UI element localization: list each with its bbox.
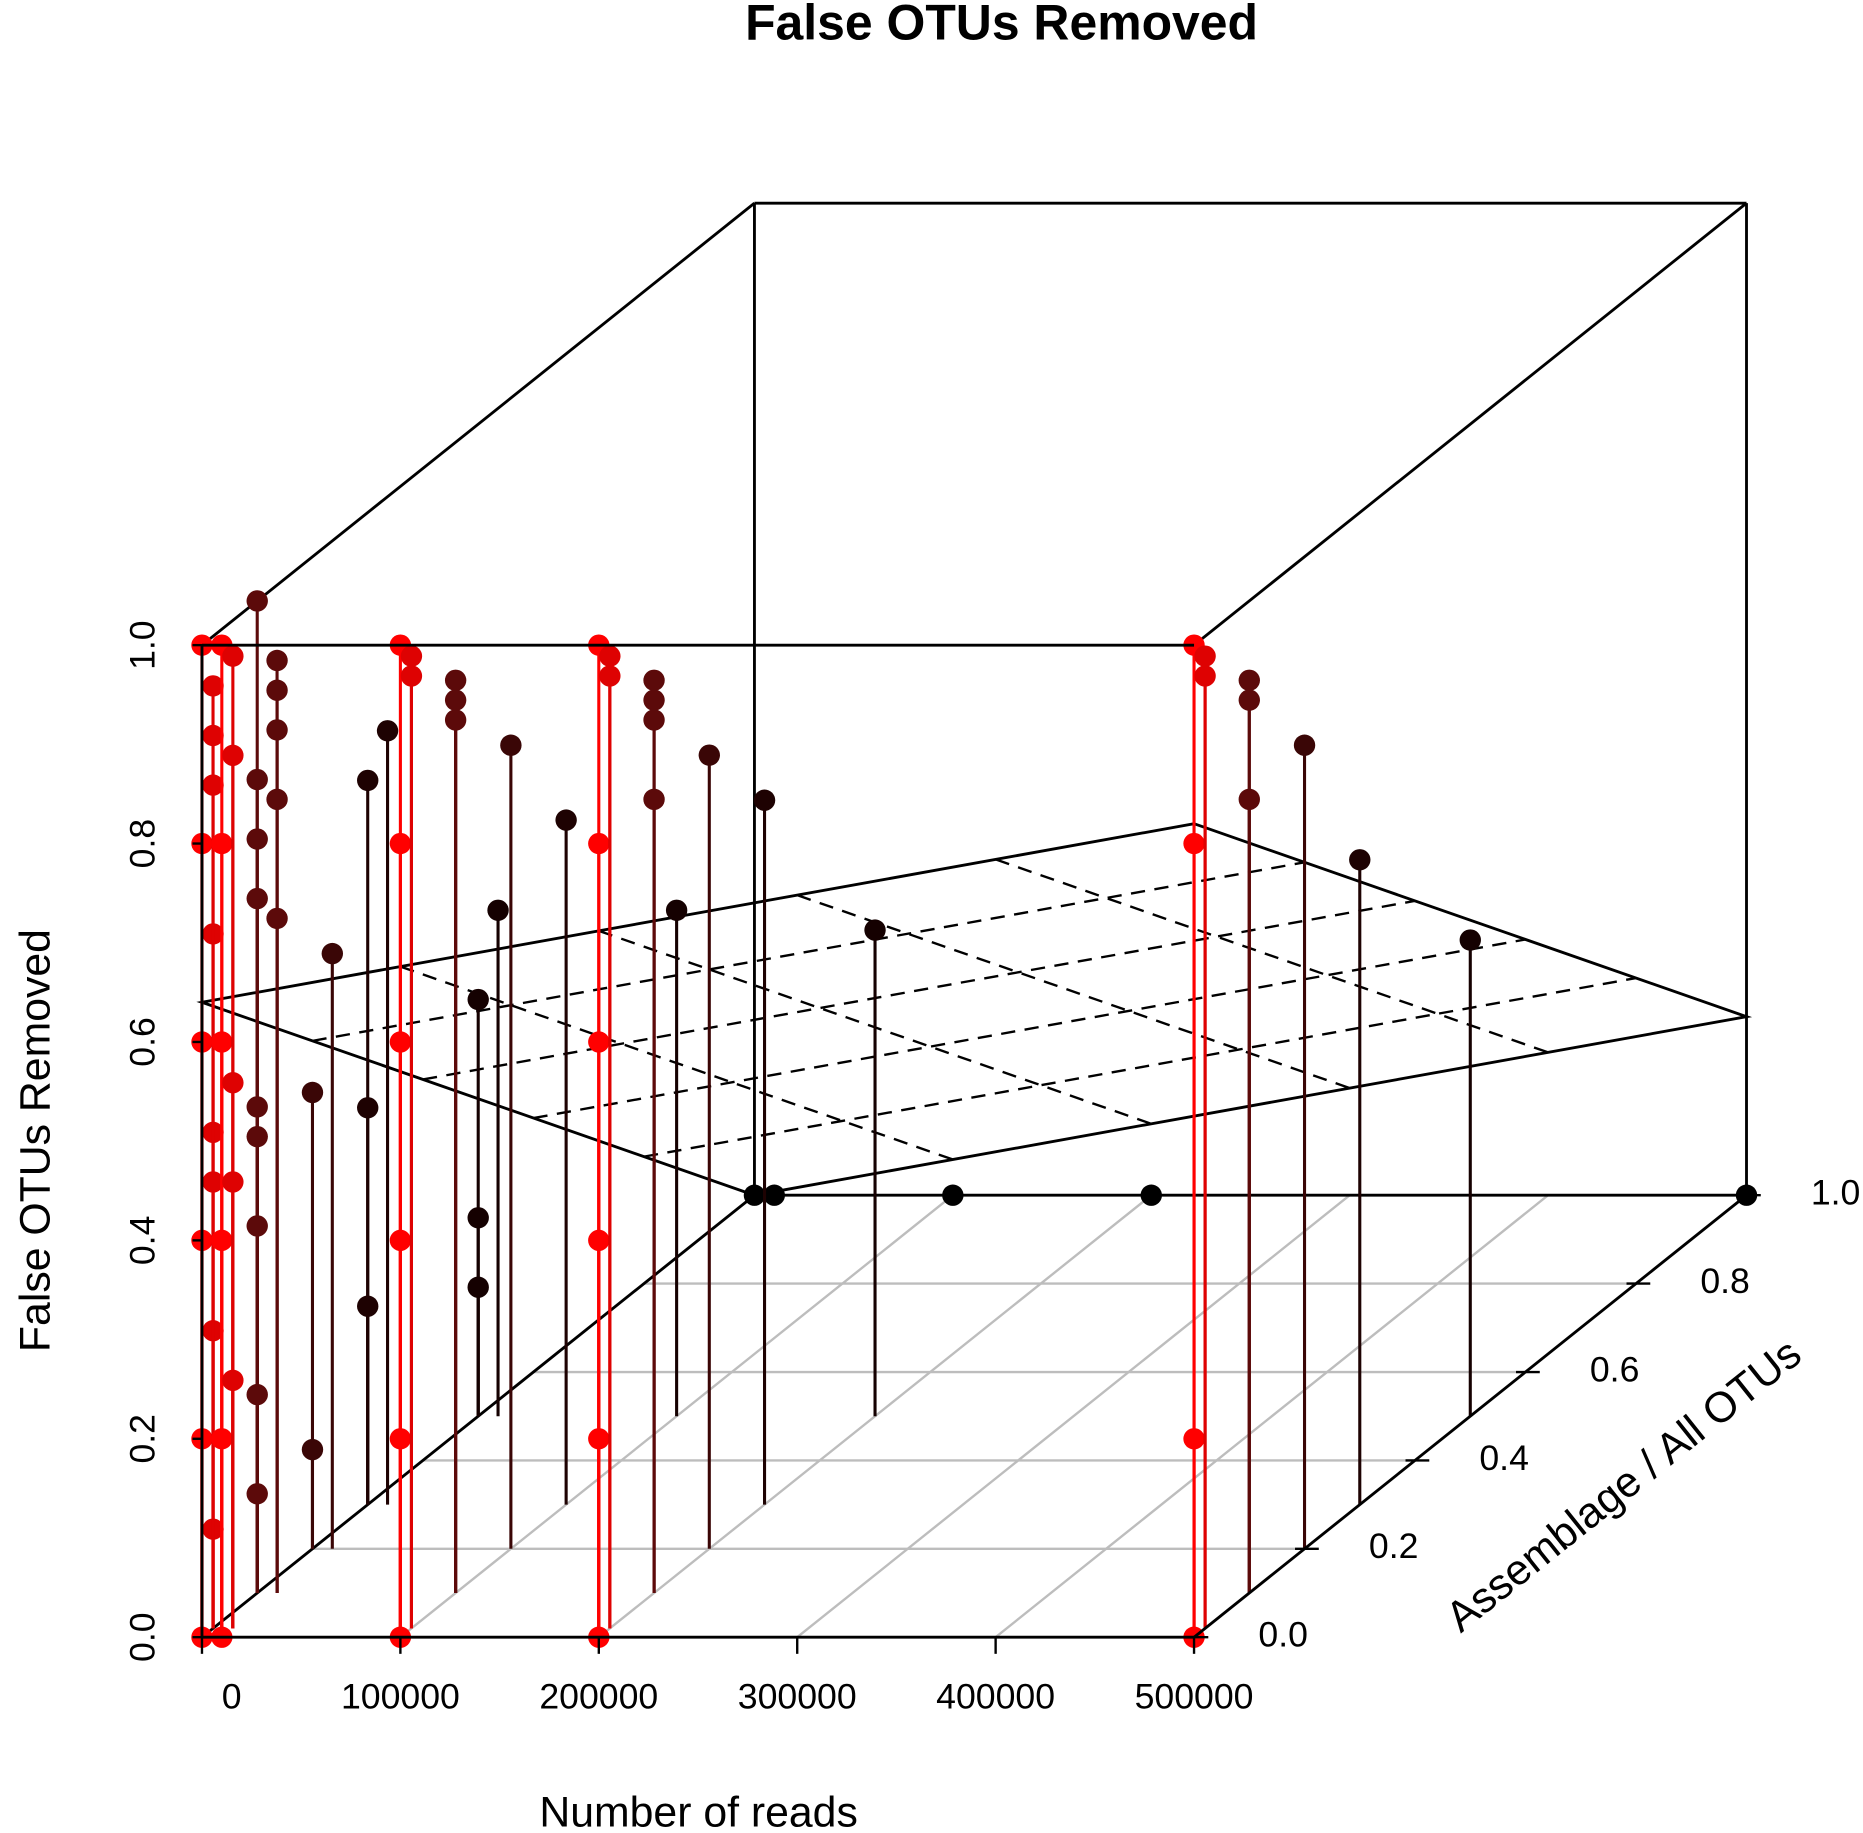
box-edge xyxy=(1193,1194,1748,1639)
x-tick-label: 200000 xyxy=(539,1676,658,1716)
y-tick-label: 0.4 xyxy=(1479,1438,1529,1478)
y-tick-label: 0.0 xyxy=(1258,1615,1308,1655)
chart-title: False OTUs Removed xyxy=(745,0,1258,50)
point xyxy=(467,988,489,1011)
point xyxy=(246,1483,268,1505)
point xyxy=(202,675,224,697)
point xyxy=(246,1096,268,1118)
plane-grid-line xyxy=(796,894,1351,1090)
plane-grid-line xyxy=(422,899,1416,1081)
x-tick-label: 100000 xyxy=(341,1676,460,1716)
point xyxy=(643,788,665,811)
point xyxy=(246,590,268,612)
point xyxy=(643,669,665,691)
y-tick-label: 0.6 xyxy=(1590,1349,1640,1389)
floor-grid-line xyxy=(994,1194,1549,1639)
z-axis-title: False OTUs Removed xyxy=(11,929,59,1352)
point xyxy=(1293,734,1316,756)
point xyxy=(1140,1184,1162,1206)
y-tick-label: 0.8 xyxy=(1700,1261,1750,1301)
z-tick-label: 0.6 xyxy=(122,1017,162,1067)
point xyxy=(942,1184,964,1206)
point xyxy=(202,1171,224,1193)
point xyxy=(357,769,379,792)
point xyxy=(643,689,665,711)
point xyxy=(763,1184,785,1206)
point xyxy=(555,809,577,831)
z-tick-label: 0.2 xyxy=(122,1414,162,1464)
point xyxy=(1459,929,1481,951)
point xyxy=(1349,849,1371,871)
point xyxy=(487,899,509,921)
box-edge xyxy=(1193,202,1748,647)
point xyxy=(665,899,688,921)
point xyxy=(400,645,423,667)
point xyxy=(753,789,776,811)
point xyxy=(246,768,268,791)
point xyxy=(222,1171,244,1193)
point xyxy=(376,720,399,742)
point xyxy=(444,669,467,691)
plane-grid-line xyxy=(995,858,1549,1054)
point xyxy=(266,907,288,930)
point xyxy=(599,645,621,667)
point xyxy=(500,734,522,756)
regression-plane xyxy=(196,822,1753,1197)
plot-area: False OTUs Removed Number of reads False… xyxy=(11,0,1860,1833)
point xyxy=(266,719,288,741)
x-tick-label: 0 xyxy=(222,1676,242,1716)
plane-grid-line xyxy=(312,861,1305,1043)
point xyxy=(400,665,423,687)
x-tick-label: 500000 xyxy=(1135,1676,1254,1716)
point xyxy=(321,942,344,965)
point xyxy=(301,1438,324,1461)
point xyxy=(1194,665,1216,687)
x-tick-label: 300000 xyxy=(738,1676,857,1716)
point xyxy=(222,1369,244,1392)
point xyxy=(467,1276,489,1298)
point xyxy=(357,1295,379,1317)
point xyxy=(266,679,288,701)
point xyxy=(246,1125,268,1148)
z-tick-label: 0.8 xyxy=(122,819,162,869)
plane-grid-line xyxy=(533,938,1526,1120)
point xyxy=(222,744,244,767)
point xyxy=(222,645,244,667)
point xyxy=(246,1383,268,1406)
point xyxy=(698,744,720,766)
point xyxy=(444,689,467,711)
point xyxy=(743,1184,766,1206)
point xyxy=(357,1097,379,1119)
point xyxy=(864,919,886,941)
point xyxy=(266,788,288,811)
point xyxy=(222,1072,244,1094)
point xyxy=(1194,645,1216,667)
point xyxy=(301,1081,324,1104)
point xyxy=(599,665,621,687)
point xyxy=(202,774,224,796)
plane-grid-line xyxy=(643,976,1637,1158)
x-tick-label: 400000 xyxy=(936,1676,1055,1716)
point xyxy=(444,709,467,731)
point xyxy=(246,1215,268,1237)
z-tick-label: 0.4 xyxy=(122,1216,162,1266)
floor-grid-line xyxy=(796,1194,1351,1639)
y-tick-label: 0.2 xyxy=(1369,1526,1419,1566)
y-tick-label: 1.0 xyxy=(1811,1173,1861,1213)
point xyxy=(1238,689,1260,711)
point xyxy=(643,709,665,731)
x-axis-title: Number of reads xyxy=(539,1789,858,1833)
point xyxy=(246,828,268,850)
point xyxy=(1238,788,1260,811)
point xyxy=(246,887,268,910)
point xyxy=(467,1207,489,1229)
box-edge xyxy=(201,202,756,647)
z-tick-label: 1.0 xyxy=(122,620,162,670)
point xyxy=(1238,669,1260,691)
z-tick-label: 0.0 xyxy=(122,1612,162,1662)
point xyxy=(266,649,288,672)
